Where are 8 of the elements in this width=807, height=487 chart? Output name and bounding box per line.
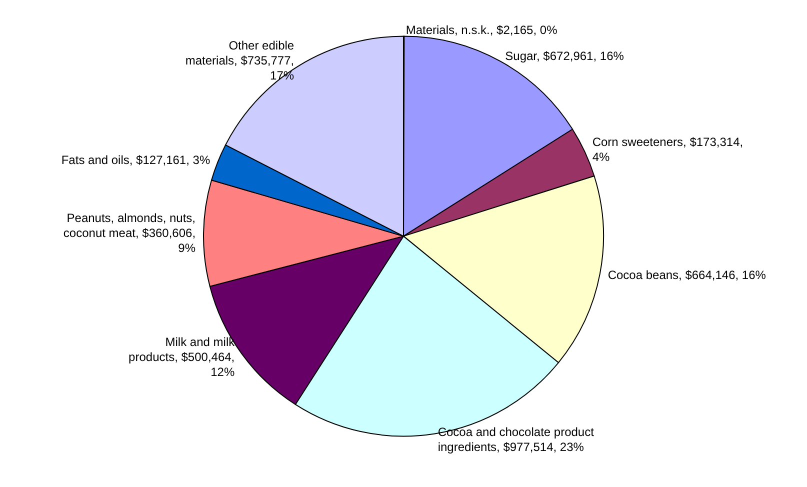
slice-label: Peanuts, almonds, nuts, coconut meat, $360,606, 9% xyxy=(63,211,196,256)
slice-label: Milk and milk products, $500,464, 12% xyxy=(128,334,236,379)
slice-label: Corn sweeteners, $173,314, 4% xyxy=(592,134,744,164)
slice-label: Cocoa and chocolate product ingredients, $977,514, 23% xyxy=(438,425,595,454)
slice-label: Cocoa beans, $664,146, 16% xyxy=(608,268,766,282)
slice-label: Materials, n.s.k., $2,165, 0% xyxy=(406,23,558,38)
slice-label: Sugar, $672,961, 16% xyxy=(505,48,624,63)
slice-label: Fats and oils, $127,161, 3% xyxy=(61,152,210,167)
